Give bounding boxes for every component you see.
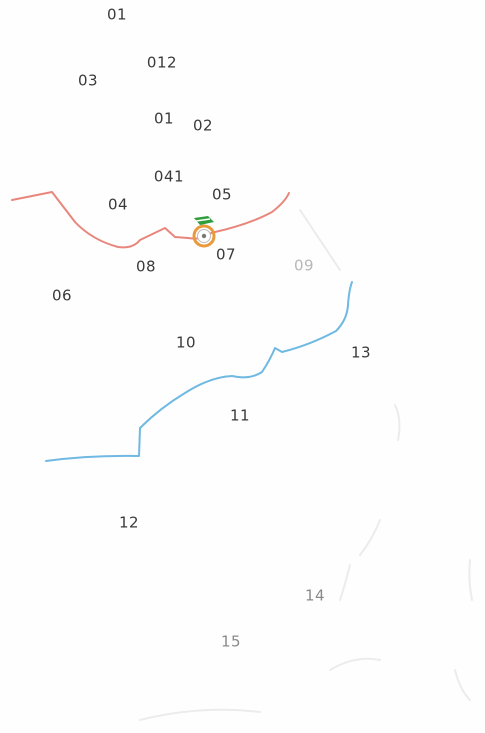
- red-route-line: [11, 191, 290, 249]
- location-pin-graphic: [192, 216, 216, 248]
- map-label-05: 05: [211, 185, 233, 204]
- map-label-11: 11: [229, 406, 251, 425]
- map-label-06: 06: [51, 286, 73, 305]
- map-label-03: 03: [77, 71, 99, 90]
- map-label-09: 09: [293, 256, 315, 275]
- map-label-14: 14: [304, 586, 326, 605]
- map-label-08: 08: [135, 257, 157, 276]
- map-label-10: 10: [175, 333, 197, 352]
- terrain-strokes: [139, 209, 473, 721]
- map-label-07: 07: [215, 245, 237, 264]
- map-label-041: 041: [153, 167, 185, 186]
- map-label-13: 13: [350, 343, 372, 362]
- map-label-02: 02: [192, 116, 214, 135]
- map-label-15: 15: [220, 632, 242, 651]
- blue-route-line: [45, 281, 353, 462]
- map-label-012: 012: [146, 53, 178, 72]
- map-label-01: 01: [106, 5, 128, 24]
- location-pin-icon[interactable]: [190, 214, 220, 248]
- map-label-01-second: 01: [153, 109, 175, 128]
- map-label-04: 04: [107, 195, 129, 214]
- map-label-12: 12: [118, 513, 140, 532]
